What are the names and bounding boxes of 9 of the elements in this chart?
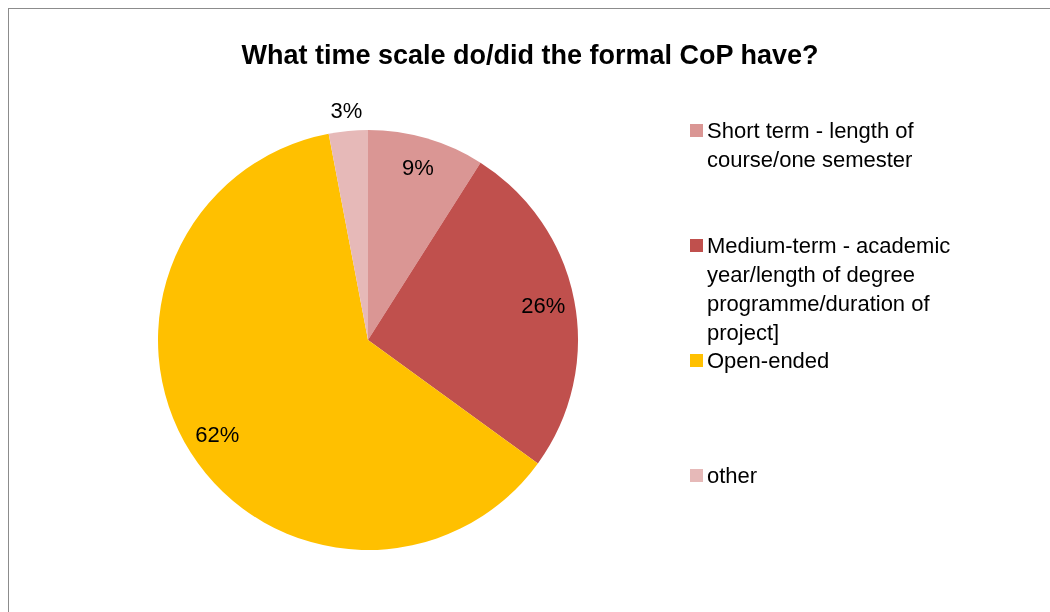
data-label: 9% xyxy=(401,154,434,180)
chart-title: What time scale do/did the formal CoP have? xyxy=(240,40,820,71)
legend-label: Short term - length of course/one semester xyxy=(707,117,915,174)
data-label: 62% xyxy=(195,421,240,447)
legend-label: Open-ended xyxy=(707,347,830,375)
data-label: 3% xyxy=(330,98,363,124)
legend-label: Medium-term - academic year/length of degree programme/duration of project] xyxy=(707,232,952,347)
legend-label: other xyxy=(707,462,758,490)
data-label: 26% xyxy=(521,292,566,318)
